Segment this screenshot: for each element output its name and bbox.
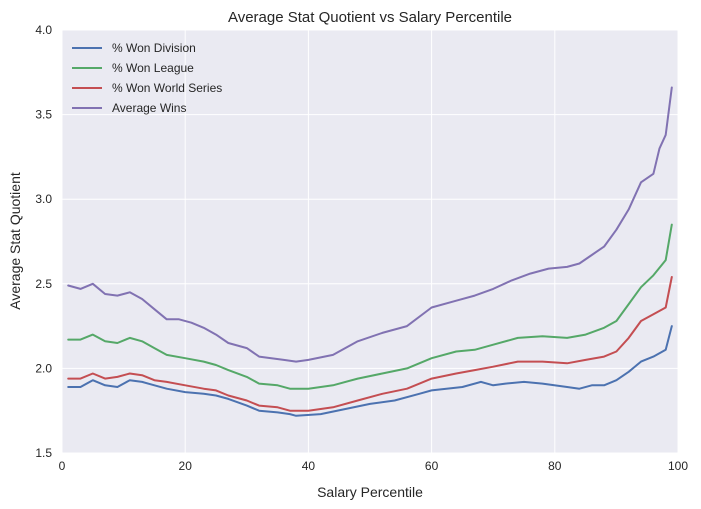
y-tick-label: 2.5 [35,277,52,291]
series-line-3 [67,86,673,363]
chart-title: Average Stat Quotient vs Salary Percenti… [228,9,512,26]
legend-label: % Won League [112,61,194,75]
x-tick-label: 60 [425,459,439,473]
x-tick-label: 80 [548,459,562,473]
y-tick-label: 2.0 [35,361,52,375]
series-line-0 [67,325,673,417]
series-line-1 [67,223,673,390]
series-line-2 [67,276,673,412]
legend-label: % Won World Series [112,81,222,95]
y-tick-label: 4.0 [35,23,52,37]
legend-label: Average Wins [112,101,186,115]
series-layer [67,86,673,417]
y-tick-label: 3.5 [35,108,52,122]
legend: % Won Division % Won League % Won World Se… [72,41,222,115]
y-axis-label: Average Stat Quotient [7,172,23,310]
grid-lines [61,29,679,454]
tick-labels: 0 20 40 60 80 100 1.5 2.0 2.5 3.0 3.5 4.0 [35,23,688,473]
legend-label: % Won Division [112,41,196,55]
y-tick-label: 3.0 [35,192,52,206]
x-axis-label: Salary Percentile [317,484,423,500]
x-tick-label: 0 [59,459,66,473]
y-tick-label: 1.5 [35,446,52,460]
x-tick-label: 40 [302,459,316,473]
x-tick-label: 100 [668,459,688,473]
x-tick-label: 20 [179,459,193,473]
